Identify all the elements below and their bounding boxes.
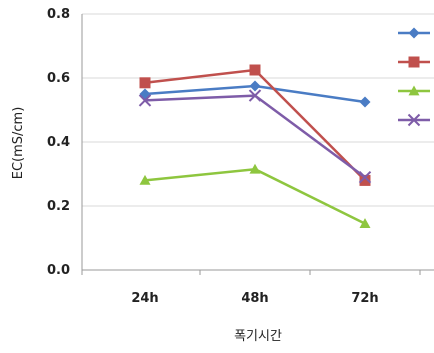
x-marker (358, 170, 372, 184)
square-marker (249, 64, 261, 76)
y-tick-label: 0.0 (47, 263, 70, 278)
y-tick-label: 0.8 (47, 7, 70, 22)
x-axis-label: 폭기시간 (234, 329, 282, 344)
data-point (139, 77, 151, 89)
series-2 (139, 64, 371, 186)
series (138, 64, 372, 228)
data-point (359, 218, 371, 228)
legend-entry-4 (398, 113, 430, 127)
x-marker-stroke (407, 113, 421, 127)
x-marker-stroke (358, 170, 372, 184)
data-point (248, 89, 262, 102)
x-tick-label: 24h (131, 291, 158, 306)
data-point (249, 163, 261, 174)
data-point (138, 94, 152, 107)
legend-entry-2 (398, 56, 430, 68)
diamond-marker (249, 80, 261, 92)
x-marker (407, 113, 421, 127)
x-tick-label: 48h (241, 291, 268, 306)
x-marker (248, 89, 262, 102)
data-point (359, 96, 371, 108)
x-marker-stroke (248, 89, 262, 102)
square-marker (408, 56, 420, 68)
square-marker (139, 77, 151, 89)
legend-entry-1 (398, 27, 430, 39)
data-point (249, 80, 261, 92)
data-point (139, 174, 151, 185)
data-point (358, 170, 372, 184)
series-1 (139, 80, 371, 108)
axes (81, 14, 434, 275)
data-point (249, 64, 261, 76)
triangle-marker (359, 218, 371, 228)
x-marker (138, 94, 152, 107)
series-4 (138, 89, 372, 184)
triangle-marker (249, 163, 261, 174)
grid-lines (82, 13, 434, 207)
y-tick-label: 0.4 (47, 135, 70, 150)
series-line (144, 167, 366, 225)
triangle-marker (408, 85, 420, 96)
y-tick-labels: 0.0 0.2 0.4 0.6 0.8 (47, 7, 70, 278)
x-tick-labels: 24h 48h 72h (131, 291, 378, 306)
y-tick-label: 0.6 (47, 71, 70, 86)
legend-entry-3 (398, 85, 430, 96)
diamond-marker (359, 96, 371, 108)
diamond-marker (408, 27, 420, 39)
legend (398, 27, 430, 127)
series-3 (139, 163, 371, 228)
y-axis-label: EC(mS/cm) (11, 107, 26, 180)
data-point (359, 174, 371, 186)
x-tick-label: 72h (351, 291, 378, 306)
y-tick-label: 0.2 (47, 199, 70, 214)
x-marker-stroke (138, 94, 152, 107)
square-marker (359, 174, 371, 186)
triangle-marker (139, 174, 151, 185)
